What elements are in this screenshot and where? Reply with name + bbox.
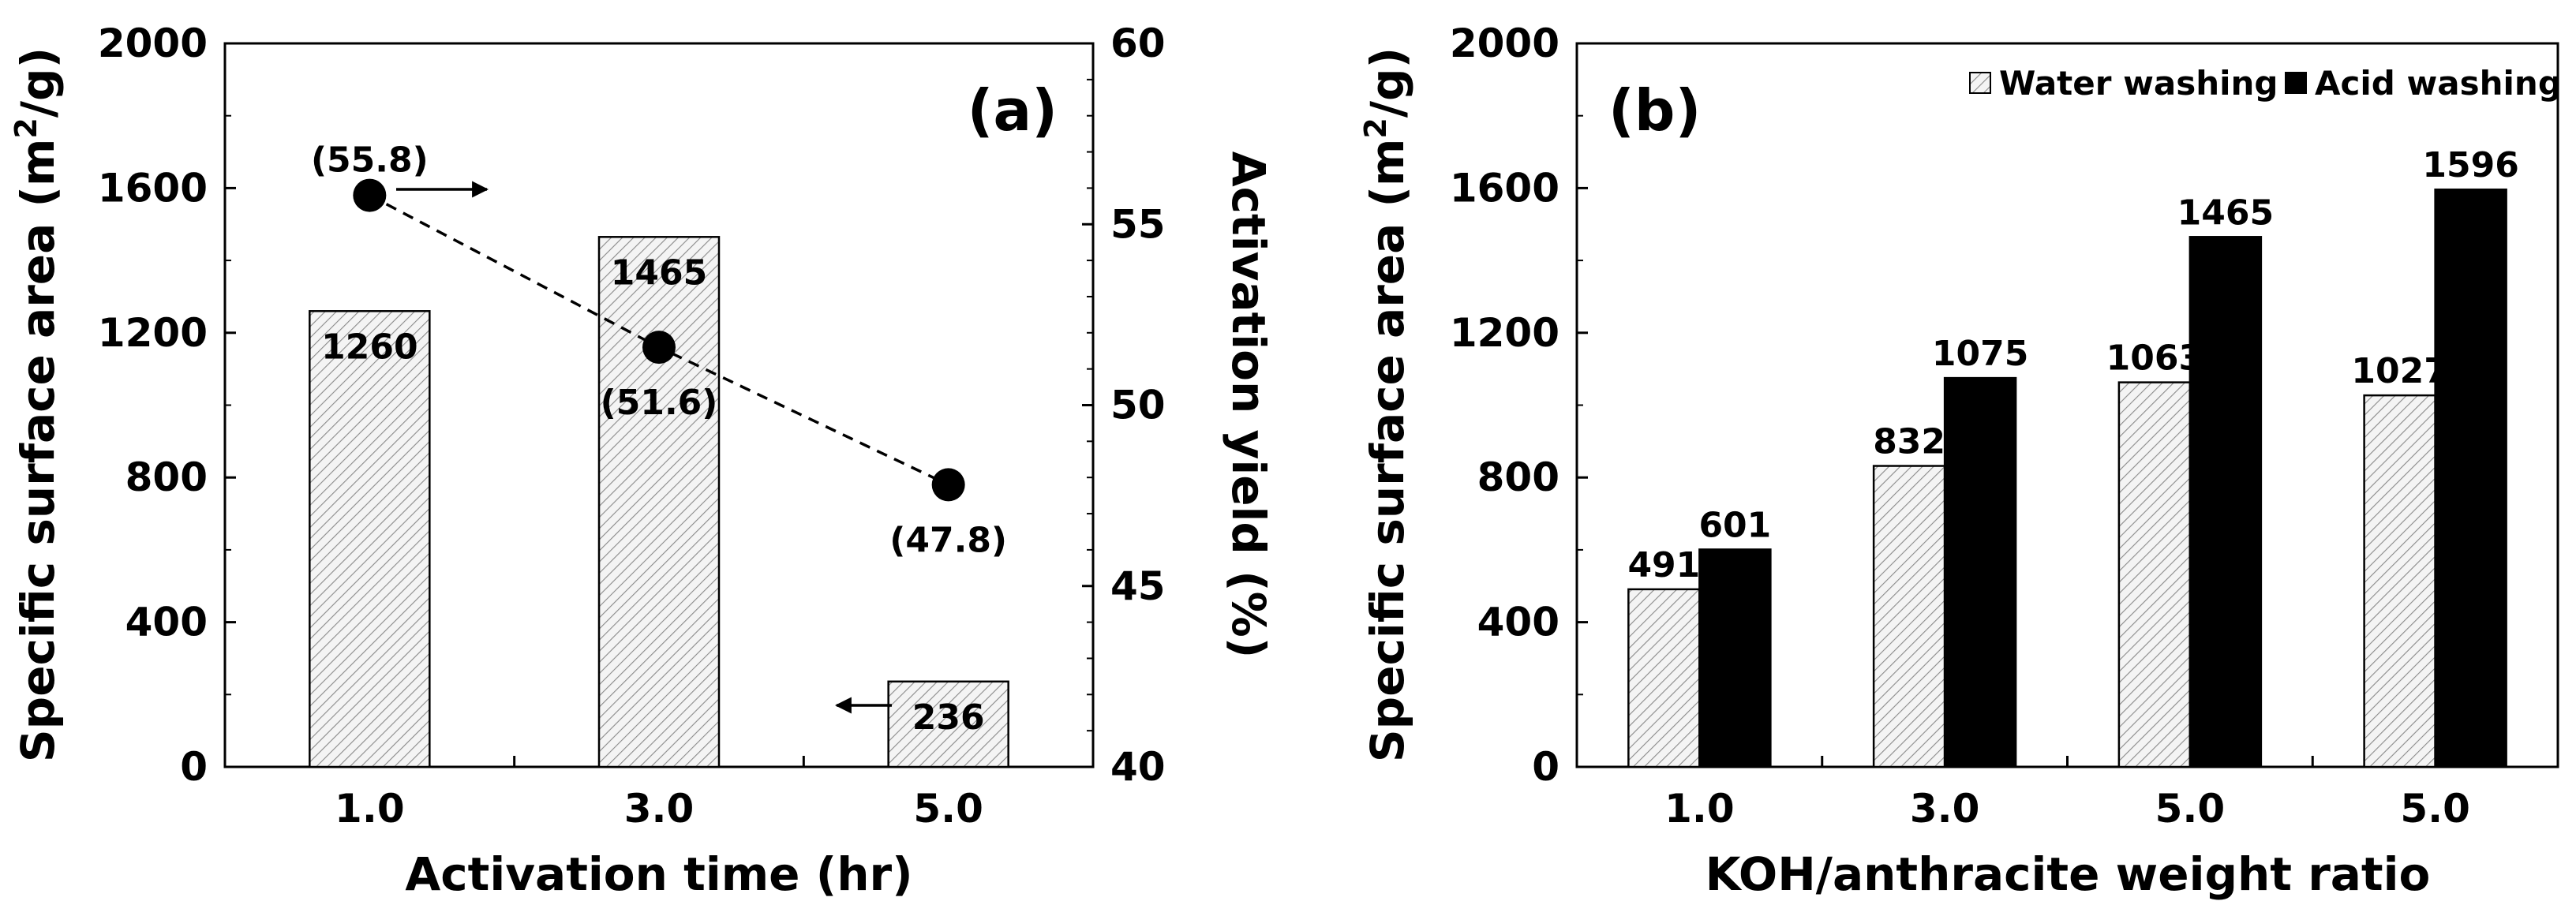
legend-label-acid-washing: Acid washing: [2315, 64, 2562, 103]
panel-b-bars: [1627, 188, 2507, 768]
panel-a-right-ticks: 40 45 50 55 60: [1082, 21, 1166, 790]
y-tick-label: 800: [125, 454, 208, 500]
panel-b: 491 832 1063 1027 601 1075 1465 1596 0 400 800 120…: [1358, 21, 2562, 901]
bar-5.0: [887, 680, 1009, 768]
bar-value-label: 236: [912, 697, 985, 738]
y-tick-label: 2000: [98, 21, 208, 66]
panel-b-x-axis-title: KOH/anthracite weight ratio: [1705, 847, 2431, 901]
bar-value-label: 1027: [2351, 351, 2447, 391]
legend-swatch-water-washing: [1969, 72, 1991, 94]
y-tick-label: 1200: [1450, 310, 1559, 356]
bar-value-label: 601: [1698, 505, 1771, 545]
panel-a-label: (a): [968, 77, 1058, 144]
bar-value-label: 1465: [2177, 193, 2274, 233]
panel-a-x-axis-title: Activation time (hr): [405, 847, 912, 901]
yield-point: [642, 331, 676, 365]
panel-a: 1260 1465 236 0 400 800 1200 1600 2000 40 45 50 55…: [9, 21, 1275, 901]
panel-b-y-axis-title: Specific surface area (m2/g): [1358, 47, 1414, 762]
bar-water-washing: [2117, 381, 2192, 768]
yield-point: [931, 468, 965, 502]
y-tick-label: 400: [125, 600, 208, 645]
panel-a-secondary-y-axis-title: Activation yield (%): [1222, 151, 1275, 659]
panel-a-left-ticks: 0 400 800 1200 1600 2000: [98, 21, 236, 790]
yield-value-label: (47.8): [889, 520, 1007, 560]
bar-acid-washing: [1698, 548, 1772, 768]
bar-water-washing: [2363, 394, 2436, 768]
x-tick-label: 3.0: [624, 786, 695, 832]
bar-water-washing: [1627, 588, 1701, 768]
y-tick-label: 1200: [98, 310, 208, 356]
panel-a-yield-series: (55.8) (51.6) (47.8): [311, 140, 1007, 561]
y-tick-label: 0: [1532, 744, 1559, 790]
y2-tick-label: 40: [1110, 744, 1166, 790]
panel-b-x-ticks: 1.0 3.0 5.0 5.0: [1664, 756, 2470, 832]
bar-value-label: 1063: [2106, 338, 2203, 379]
panel-b-label: (b): [1608, 77, 1701, 144]
bar-acid-washing: [2434, 188, 2507, 768]
y-tick-label: 800: [1477, 454, 1559, 500]
x-tick-label: 5.0: [2155, 786, 2226, 832]
bar-value-label: 832: [1873, 422, 1945, 462]
bar-value-label: 1075: [1932, 334, 2028, 374]
bar-acid-washing: [1943, 376, 2017, 768]
y-tick-label: 1600: [98, 165, 208, 211]
panel-a-x-ticks: 1.0 3.0 5.0: [335, 756, 983, 832]
y2-tick-label: 50: [1110, 383, 1166, 428]
y2-tick-label: 60: [1110, 21, 1166, 66]
yield-value-label: (51.6): [601, 383, 718, 423]
y-tick-label: 2000: [1450, 21, 1559, 66]
bar-value-label: 1465: [611, 252, 707, 293]
y-tick-label: 400: [1477, 600, 1559, 645]
y2-tick-label: 55: [1110, 201, 1166, 247]
panel-a-y-axis-title: Specific surface area (m2/g): [9, 47, 65, 762]
panel-a-bars: [309, 236, 1009, 768]
panel-b-legend: Water washing Acid washing: [1969, 64, 2562, 103]
panel-a-bar-labels: 1260 1465 236: [321, 252, 984, 737]
panel-b-left-ticks: 0 400 800 1200 1600 2000: [1450, 21, 1588, 790]
bar-value-label: 491: [1627, 545, 1700, 585]
bar-value-label: 1260: [321, 327, 417, 367]
x-tick-label: 3.0: [1910, 786, 1980, 832]
panel-b-bar-labels: 491 832 1063 1027 601 1075 1465 1596: [1627, 145, 2518, 585]
legend-swatch-acid-washing: [2285, 72, 2307, 94]
bar-acid-washing: [2188, 236, 2263, 768]
legend-label-water-washing: Water washing: [1999, 64, 2278, 103]
x-tick-label: 1.0: [335, 786, 405, 832]
bar-water-washing: [1872, 465, 1946, 768]
x-tick-label: 5.0: [913, 786, 983, 832]
y-tick-label: 1600: [1450, 165, 1559, 211]
bar-value-label: 1596: [2422, 145, 2518, 185]
x-tick-label: 1.0: [1664, 786, 1735, 832]
x-tick-label: 5.0: [2400, 786, 2470, 832]
bar-3.0: [597, 236, 721, 768]
yield-value-label: (55.8): [311, 140, 429, 181]
y-tick-label: 0: [180, 744, 208, 790]
y2-tick-label: 45: [1110, 563, 1166, 609]
yield-point: [353, 178, 387, 212]
bar-1.0: [309, 310, 431, 768]
